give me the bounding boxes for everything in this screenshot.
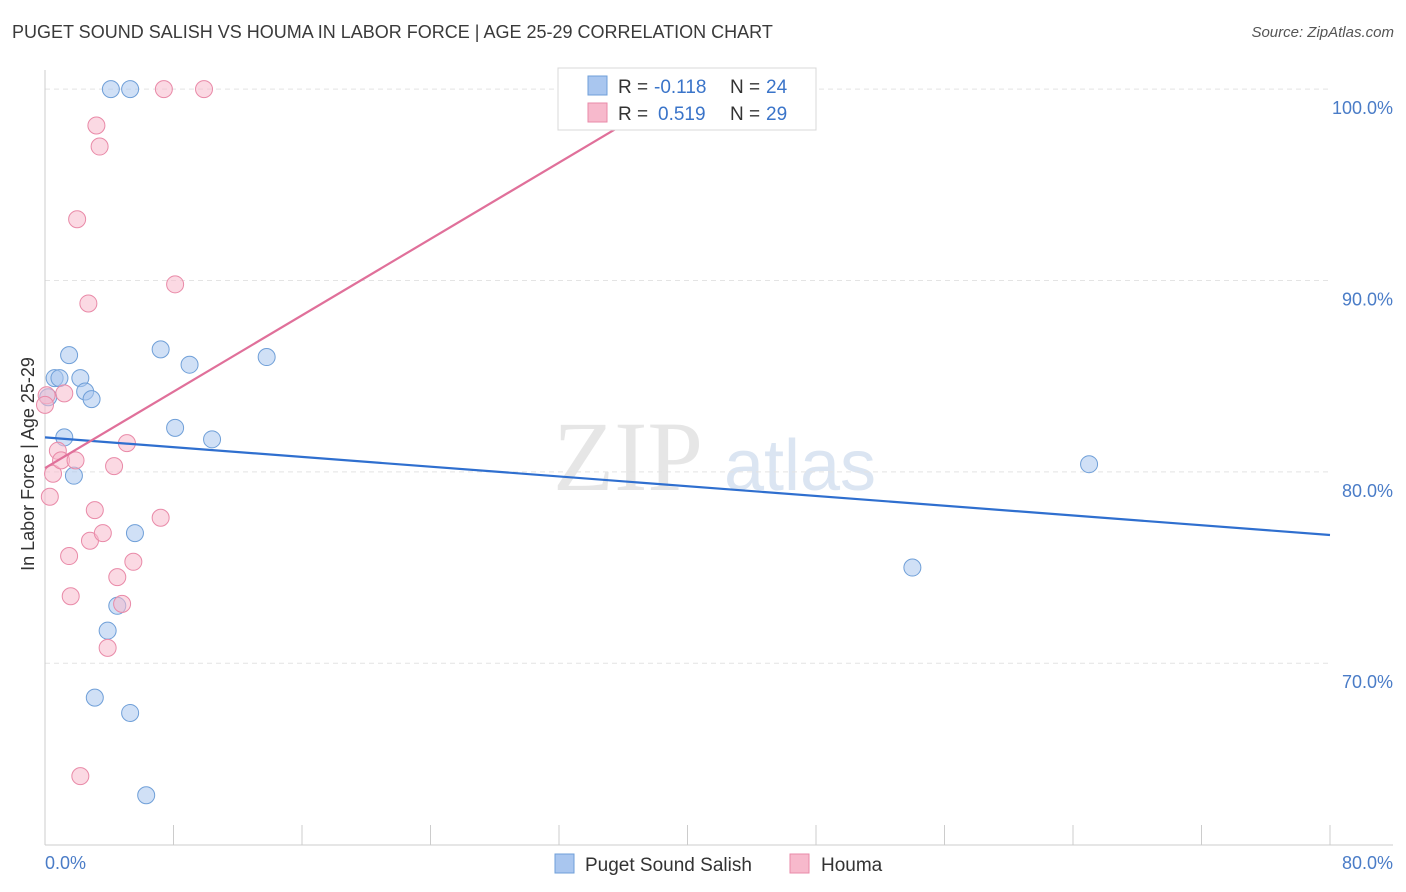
point-salish-9 xyxy=(85,688,104,707)
point-salish-18 xyxy=(166,418,185,437)
legend-n-label-salish: N = xyxy=(730,77,760,98)
point-salish-19 xyxy=(180,355,199,374)
point-houma-15 xyxy=(90,137,109,156)
legend-n-value-houma: 29 xyxy=(766,104,787,125)
point-houma-23 xyxy=(151,508,170,527)
point-houma-18 xyxy=(105,457,124,476)
trend-lines xyxy=(44,82,1331,537)
bottom-legend-label-salish: Puget Sound Salish xyxy=(585,855,752,876)
legend-r-label-houma: R = xyxy=(618,104,648,125)
x-tick-label-1: 80.0% xyxy=(1342,853,1393,873)
point-houma-24 xyxy=(154,80,173,99)
legend-n-value-salish: 24 xyxy=(766,77,788,98)
legend-r-value-salish: -0.118 xyxy=(654,77,706,98)
point-houma-14 xyxy=(87,116,106,135)
point-houma-28 xyxy=(36,395,54,414)
point-houma-5 xyxy=(55,384,74,403)
point-houma-6 xyxy=(60,547,79,566)
legend-top: R = -0.118 N = 24 R = 0.519 N = 29 xyxy=(557,67,817,131)
point-salish-15 xyxy=(125,524,144,543)
point-salish-23 xyxy=(1080,455,1099,474)
x-tick-labels: 0.0% 80.0% xyxy=(45,853,1393,873)
point-salish-13 xyxy=(121,80,140,99)
y-axis-label: In Labor Force | Age 25-29 xyxy=(18,357,38,571)
legend-n-label-houma: N = xyxy=(730,104,760,125)
point-houma-25 xyxy=(166,275,185,294)
point-houma-7 xyxy=(61,587,80,606)
trend-line-houma xyxy=(44,82,693,469)
point-salish-20 xyxy=(203,430,222,449)
y-tick-labels: 100.0% 90.0% 80.0% 70.0% xyxy=(1332,98,1393,692)
point-salish-17 xyxy=(151,340,170,359)
point-salish-10 xyxy=(98,621,117,640)
legend-swatch-houma xyxy=(587,102,608,123)
point-houma-20 xyxy=(113,594,132,613)
point-salish-12 xyxy=(101,80,120,99)
grid-lines xyxy=(45,88,1330,664)
point-houma-11 xyxy=(79,294,98,313)
point-houma-8 xyxy=(66,451,85,470)
point-salish-14 xyxy=(121,703,140,722)
point-houma-13 xyxy=(85,501,104,520)
x-tick-label-0: 0.0% xyxy=(45,853,86,873)
legend-r-value-houma: 0.519 xyxy=(658,104,706,125)
point-salish-4 xyxy=(60,346,79,365)
y-tick-label-0: 100.0% xyxy=(1332,98,1393,118)
point-houma-22 xyxy=(124,552,143,571)
point-houma-10 xyxy=(71,767,90,786)
point-houma-2 xyxy=(44,464,63,483)
watermark-atlas: atlas xyxy=(724,426,876,506)
trend-line-salish xyxy=(44,436,1331,537)
watermark-zip: ZIP xyxy=(553,401,703,512)
y-tick-label-2: 80.0% xyxy=(1342,481,1393,501)
point-houma-16 xyxy=(93,524,112,543)
point-salish-21 xyxy=(257,348,276,367)
bottom-legend-label-houma: Houma xyxy=(821,855,883,876)
point-salish-22 xyxy=(903,558,922,577)
point-houma-19 xyxy=(108,568,127,587)
legend-swatch-salish xyxy=(587,75,608,96)
y-tick-label-1: 90.0% xyxy=(1342,289,1393,309)
bottom-legend-swatch-houma xyxy=(789,853,810,874)
point-salish-5 xyxy=(64,466,83,485)
legend-r-label-salish: R = xyxy=(618,77,648,98)
point-houma-26 xyxy=(195,80,214,99)
point-houma-9 xyxy=(68,210,87,229)
point-houma-1 xyxy=(40,487,59,506)
bottom-legend-swatch-salish xyxy=(554,853,575,874)
y-tick-label-3: 70.0% xyxy=(1342,672,1393,692)
point-salish-8 xyxy=(82,390,101,409)
point-salish-2 xyxy=(50,369,69,388)
chart-source: Source: ZipAtlas.com xyxy=(1251,24,1394,41)
axes xyxy=(44,70,1393,846)
point-salish-16 xyxy=(137,786,156,805)
legend-bottom: Puget Sound Salish Houma xyxy=(554,853,883,876)
chart-title: PUGET SOUND SALISH VS HOUMA IN LABOR FOR… xyxy=(12,22,773,42)
point-houma-17 xyxy=(98,638,117,657)
